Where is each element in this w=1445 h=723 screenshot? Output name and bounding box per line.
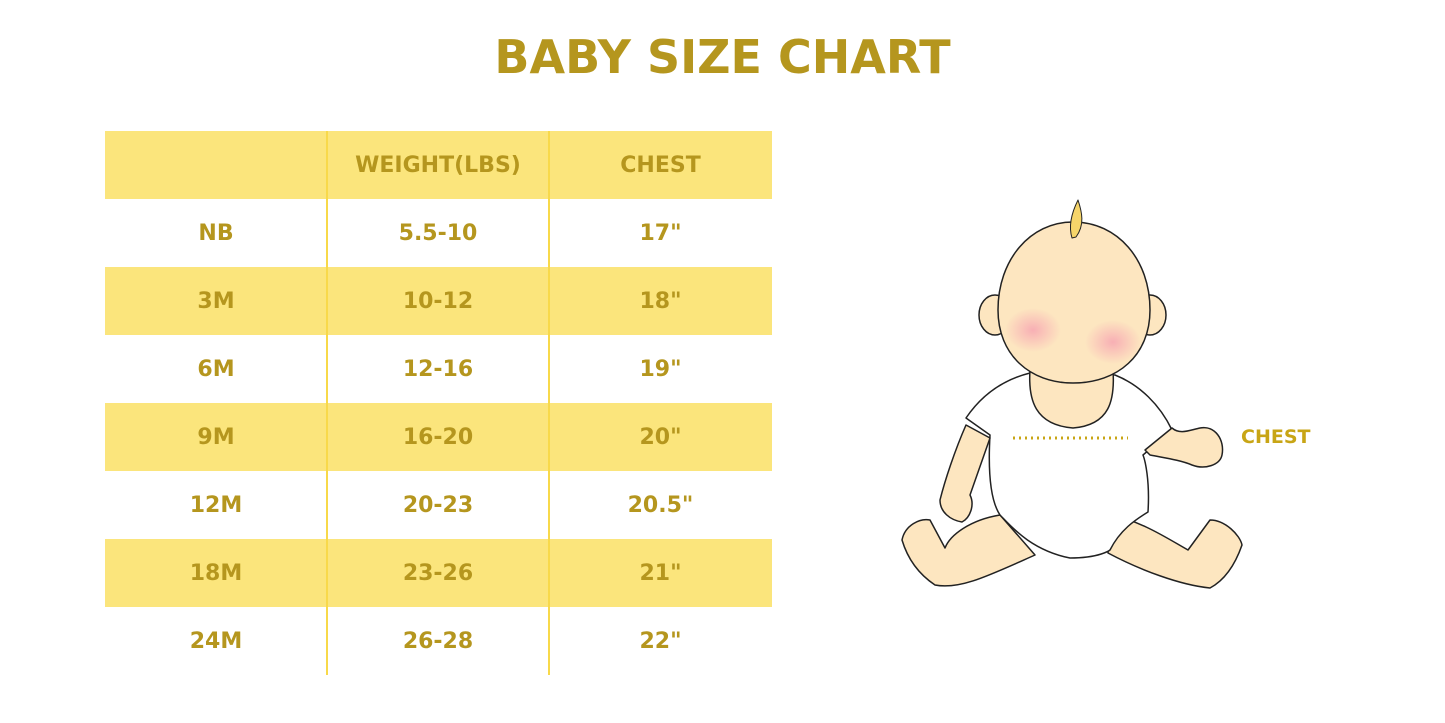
page-title: BABY SIZE CHART (494, 30, 951, 84)
chest-cell: 22" (639, 628, 682, 654)
right-arm (1144, 426, 1224, 468)
neck (1028, 369, 1115, 429)
size-table: WEIGHT(LBS) CHEST NB 5.5-10 17" 3M 10-12… (105, 131, 772, 675)
right-leg (1107, 514, 1243, 589)
column-divider (548, 131, 550, 675)
chest-cell: 19" (639, 356, 682, 382)
weight-cell: 10-12 (402, 288, 474, 314)
chest-cell: 20.5" (627, 492, 694, 518)
size-cell: 9M (197, 424, 235, 450)
weight-cell: 23-26 (402, 560, 474, 586)
size-cell: 12M (189, 492, 243, 518)
weight-cell: 5.5-10 (398, 220, 478, 246)
weight-cell: 20-23 (402, 492, 474, 518)
header-cell-chest: CHEST (620, 152, 701, 178)
hair-curl (1069, 199, 1083, 239)
right-cheek-blush (1085, 320, 1141, 364)
left-leg (901, 514, 1036, 587)
chest-cell: 21" (639, 560, 682, 586)
table-row: 12M 20-23 20.5" (105, 471, 772, 539)
column-divider (326, 131, 328, 675)
size-cell: 3M (197, 288, 235, 314)
left-arm (939, 424, 991, 523)
size-cell: 24M (189, 628, 243, 654)
size-cell: 6M (197, 356, 235, 382)
table-header-row: WEIGHT(LBS) CHEST (105, 131, 772, 199)
weight-cell: 16-20 (402, 424, 474, 450)
weight-cell: 12-16 (402, 356, 474, 382)
header-cell-weight: WEIGHT(LBS) (355, 152, 521, 178)
size-cell: NB (198, 220, 234, 246)
chest-cell: 18" (639, 288, 682, 314)
table-row: 18M 23-26 21" (105, 539, 772, 607)
chest-cell: 17" (639, 220, 682, 246)
table-row: NB 5.5-10 17" (105, 199, 772, 267)
size-cell: 18M (189, 560, 243, 586)
left-cheek-blush (1005, 308, 1061, 352)
weight-cell: 26-28 (402, 628, 474, 654)
chest-label: CHEST (1241, 426, 1311, 448)
chest-cell: 20" (639, 424, 682, 450)
table-row: 6M 12-16 19" (105, 335, 772, 403)
table-row: 3M 10-12 18" (105, 267, 772, 335)
table-row: 24M 26-28 22" (105, 607, 772, 675)
table-row: 9M 16-20 20" (105, 403, 772, 471)
